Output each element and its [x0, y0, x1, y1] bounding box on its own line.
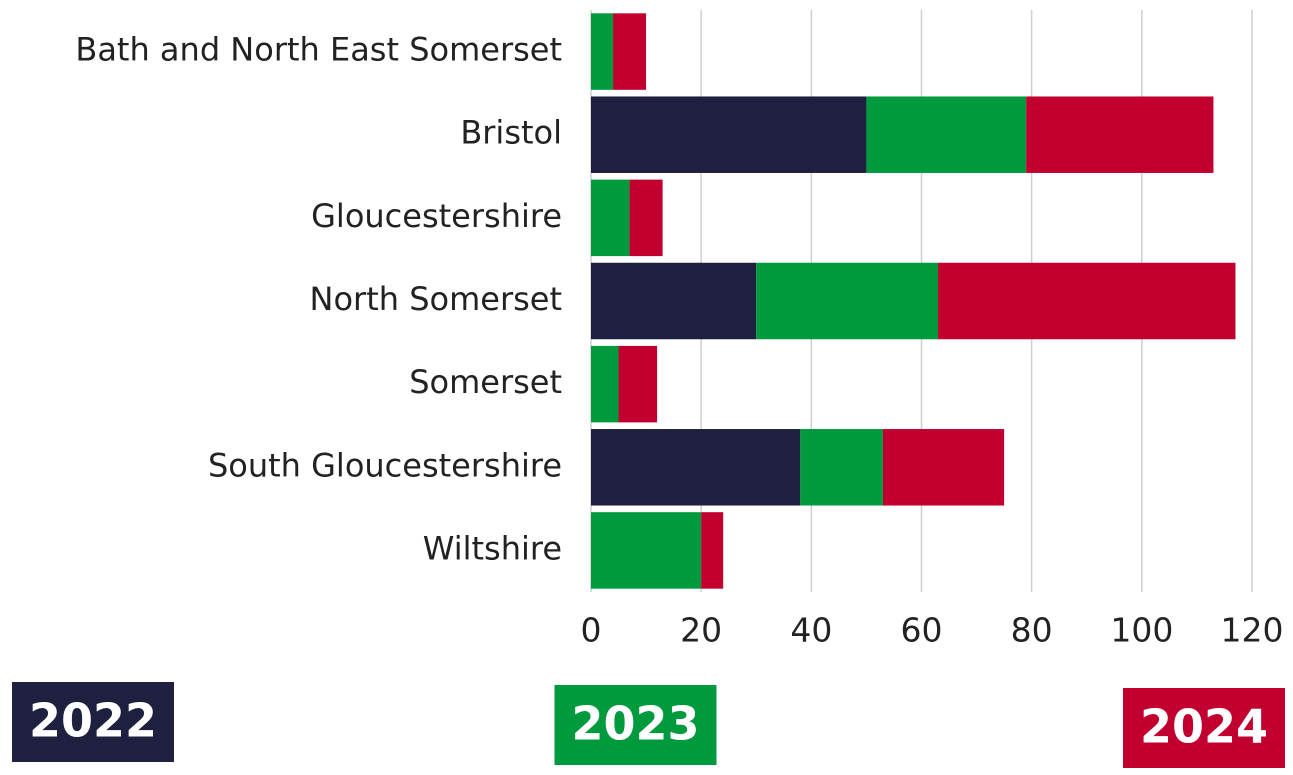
bar-segment [800, 429, 883, 506]
x-tick-label: 100 [1110, 611, 1173, 650]
bar-segment [866, 96, 1027, 173]
legend-swatch [12, 682, 174, 762]
x-tick-label: 0 [581, 611, 602, 650]
legend-swatch [1123, 688, 1285, 768]
x-tick-label: 40 [790, 611, 832, 650]
x-tick-label: 120 [1221, 611, 1284, 650]
x-tick-label: 20 [680, 611, 722, 650]
bar-segment [591, 96, 867, 173]
bar-segment [629, 179, 663, 257]
bar-segment [618, 345, 658, 423]
bar-segment [591, 13, 614, 90]
bar-segment [938, 262, 1236, 340]
y-tick-label: Bristol [460, 114, 562, 152]
x-tick-label: 60 [901, 611, 943, 650]
bar-segment [591, 262, 757, 340]
x-tick-label: 80 [1011, 611, 1053, 650]
bar-segment [613, 13, 647, 90]
bar-segment [591, 179, 630, 257]
bar-segment [591, 345, 619, 423]
bar-segment [591, 512, 702, 589]
bar-segment [756, 262, 939, 340]
y-tick-label: Somerset [409, 363, 562, 401]
y-tick-label: South Gloucestershire [208, 446, 562, 484]
bar-segment [882, 429, 1005, 506]
legend-label: 2024 [1140, 700, 1268, 754]
legend-swatch [554, 685, 717, 765]
bar-segment [591, 429, 801, 506]
legend-label: 2023 [571, 697, 699, 751]
y-tick-label: North Somerset [310, 280, 562, 318]
bar-segment [1026, 96, 1214, 173]
bar-segment [701, 512, 724, 589]
y-tick-label: Bath and North East Somerset [75, 31, 562, 69]
legend-label: 2022 [29, 694, 157, 748]
y-tick-label: Wiltshire [423, 529, 562, 567]
y-tick-label: Gloucestershire [311, 197, 562, 235]
